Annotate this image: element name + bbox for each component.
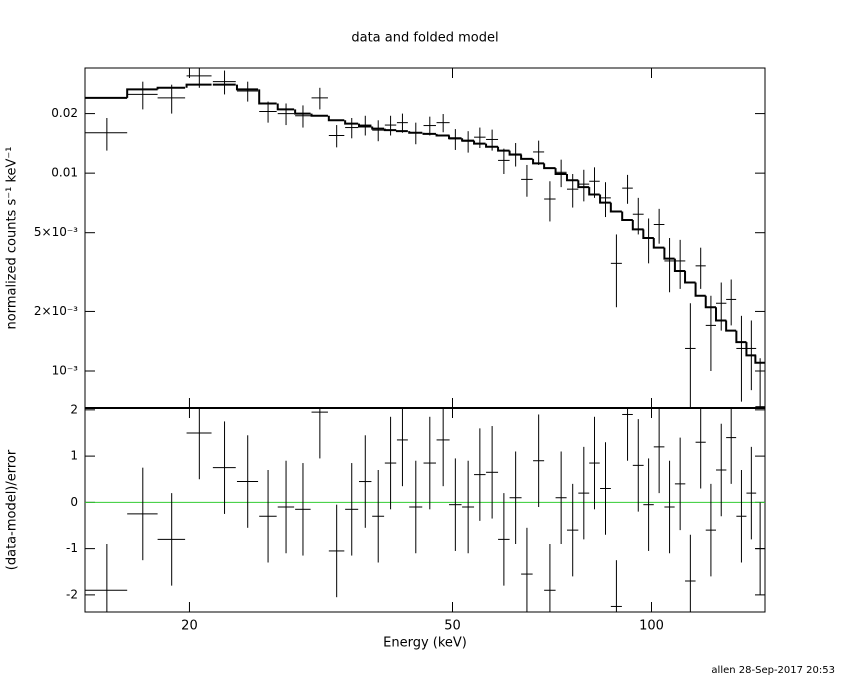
x-axis-label: Energy (keV) bbox=[383, 636, 467, 651]
model-step bbox=[448, 135, 462, 140]
top-frame bbox=[84, 67, 766, 409]
plot-area bbox=[85, 68, 765, 408]
model-step bbox=[609, 202, 622, 213]
model-step bbox=[357, 123, 372, 128]
model-step bbox=[371, 126, 385, 130]
model-step bbox=[258, 89, 277, 105]
model-step bbox=[310, 113, 328, 117]
model-step bbox=[497, 146, 510, 152]
model-step bbox=[745, 342, 757, 357]
model-step bbox=[554, 168, 567, 176]
model-step bbox=[473, 140, 486, 145]
model-step bbox=[599, 194, 611, 204]
model-step bbox=[383, 128, 397, 132]
model-step bbox=[185, 83, 212, 88]
plot-area bbox=[85, 408, 765, 612]
model-step bbox=[435, 133, 450, 137]
model-step bbox=[543, 163, 556, 170]
model-step bbox=[344, 120, 359, 125]
y-tick-label: 5×10⁻³ bbox=[34, 225, 78, 239]
model-step bbox=[673, 258, 686, 273]
model-step bbox=[735, 330, 747, 344]
model-step bbox=[520, 154, 533, 160]
x-tick-label: 20 bbox=[181, 619, 198, 634]
model-step bbox=[621, 211, 633, 221]
model-step bbox=[422, 132, 436, 135]
y-tick-label: 10⁻³ bbox=[52, 363, 79, 377]
model-step bbox=[684, 271, 696, 284]
model-step bbox=[694, 282, 706, 297]
y-tick-label: -2 bbox=[66, 587, 78, 601]
x-tick-label: 50 bbox=[444, 619, 461, 634]
model-step bbox=[631, 219, 644, 231]
model-step bbox=[663, 247, 675, 260]
model-step bbox=[754, 355, 765, 364]
y-tick-label: -1 bbox=[66, 541, 78, 555]
y-axis-label: (data-model)/error bbox=[5, 449, 20, 570]
model-step bbox=[652, 238, 665, 249]
y-tick-label: 2×10⁻³ bbox=[34, 304, 78, 318]
y-tick-label: 1 bbox=[70, 449, 78, 463]
bottom-frame bbox=[84, 407, 766, 613]
y-tick-label: 0.02 bbox=[51, 106, 78, 120]
chart-title: data and folded model bbox=[351, 31, 498, 46]
footer: allen 28-Sep-2017 20:53 bbox=[711, 665, 835, 676]
model-step bbox=[704, 295, 717, 309]
model-step bbox=[156, 86, 186, 90]
model-step bbox=[461, 138, 475, 142]
y-tick-label: 2 bbox=[70, 402, 78, 416]
model-step bbox=[126, 88, 158, 98]
model-step bbox=[565, 174, 579, 182]
model-step bbox=[577, 180, 590, 189]
y-tick-label: 0 bbox=[70, 495, 78, 509]
x-tick-label: 100 bbox=[639, 619, 664, 634]
model-step bbox=[508, 150, 522, 156]
model-step bbox=[294, 109, 311, 115]
model-step bbox=[276, 103, 295, 111]
model-step bbox=[715, 307, 727, 322]
model-step bbox=[327, 115, 345, 122]
y-axis-label: normalized counts s⁻¹ keV⁻¹ bbox=[5, 147, 20, 330]
model-step bbox=[485, 143, 499, 148]
model-step bbox=[395, 130, 408, 133]
model-step bbox=[725, 320, 737, 332]
y-tick-label: 0.01 bbox=[51, 166, 78, 180]
model-step bbox=[235, 84, 259, 91]
model-step bbox=[532, 158, 545, 165]
model-step bbox=[588, 187, 600, 196]
